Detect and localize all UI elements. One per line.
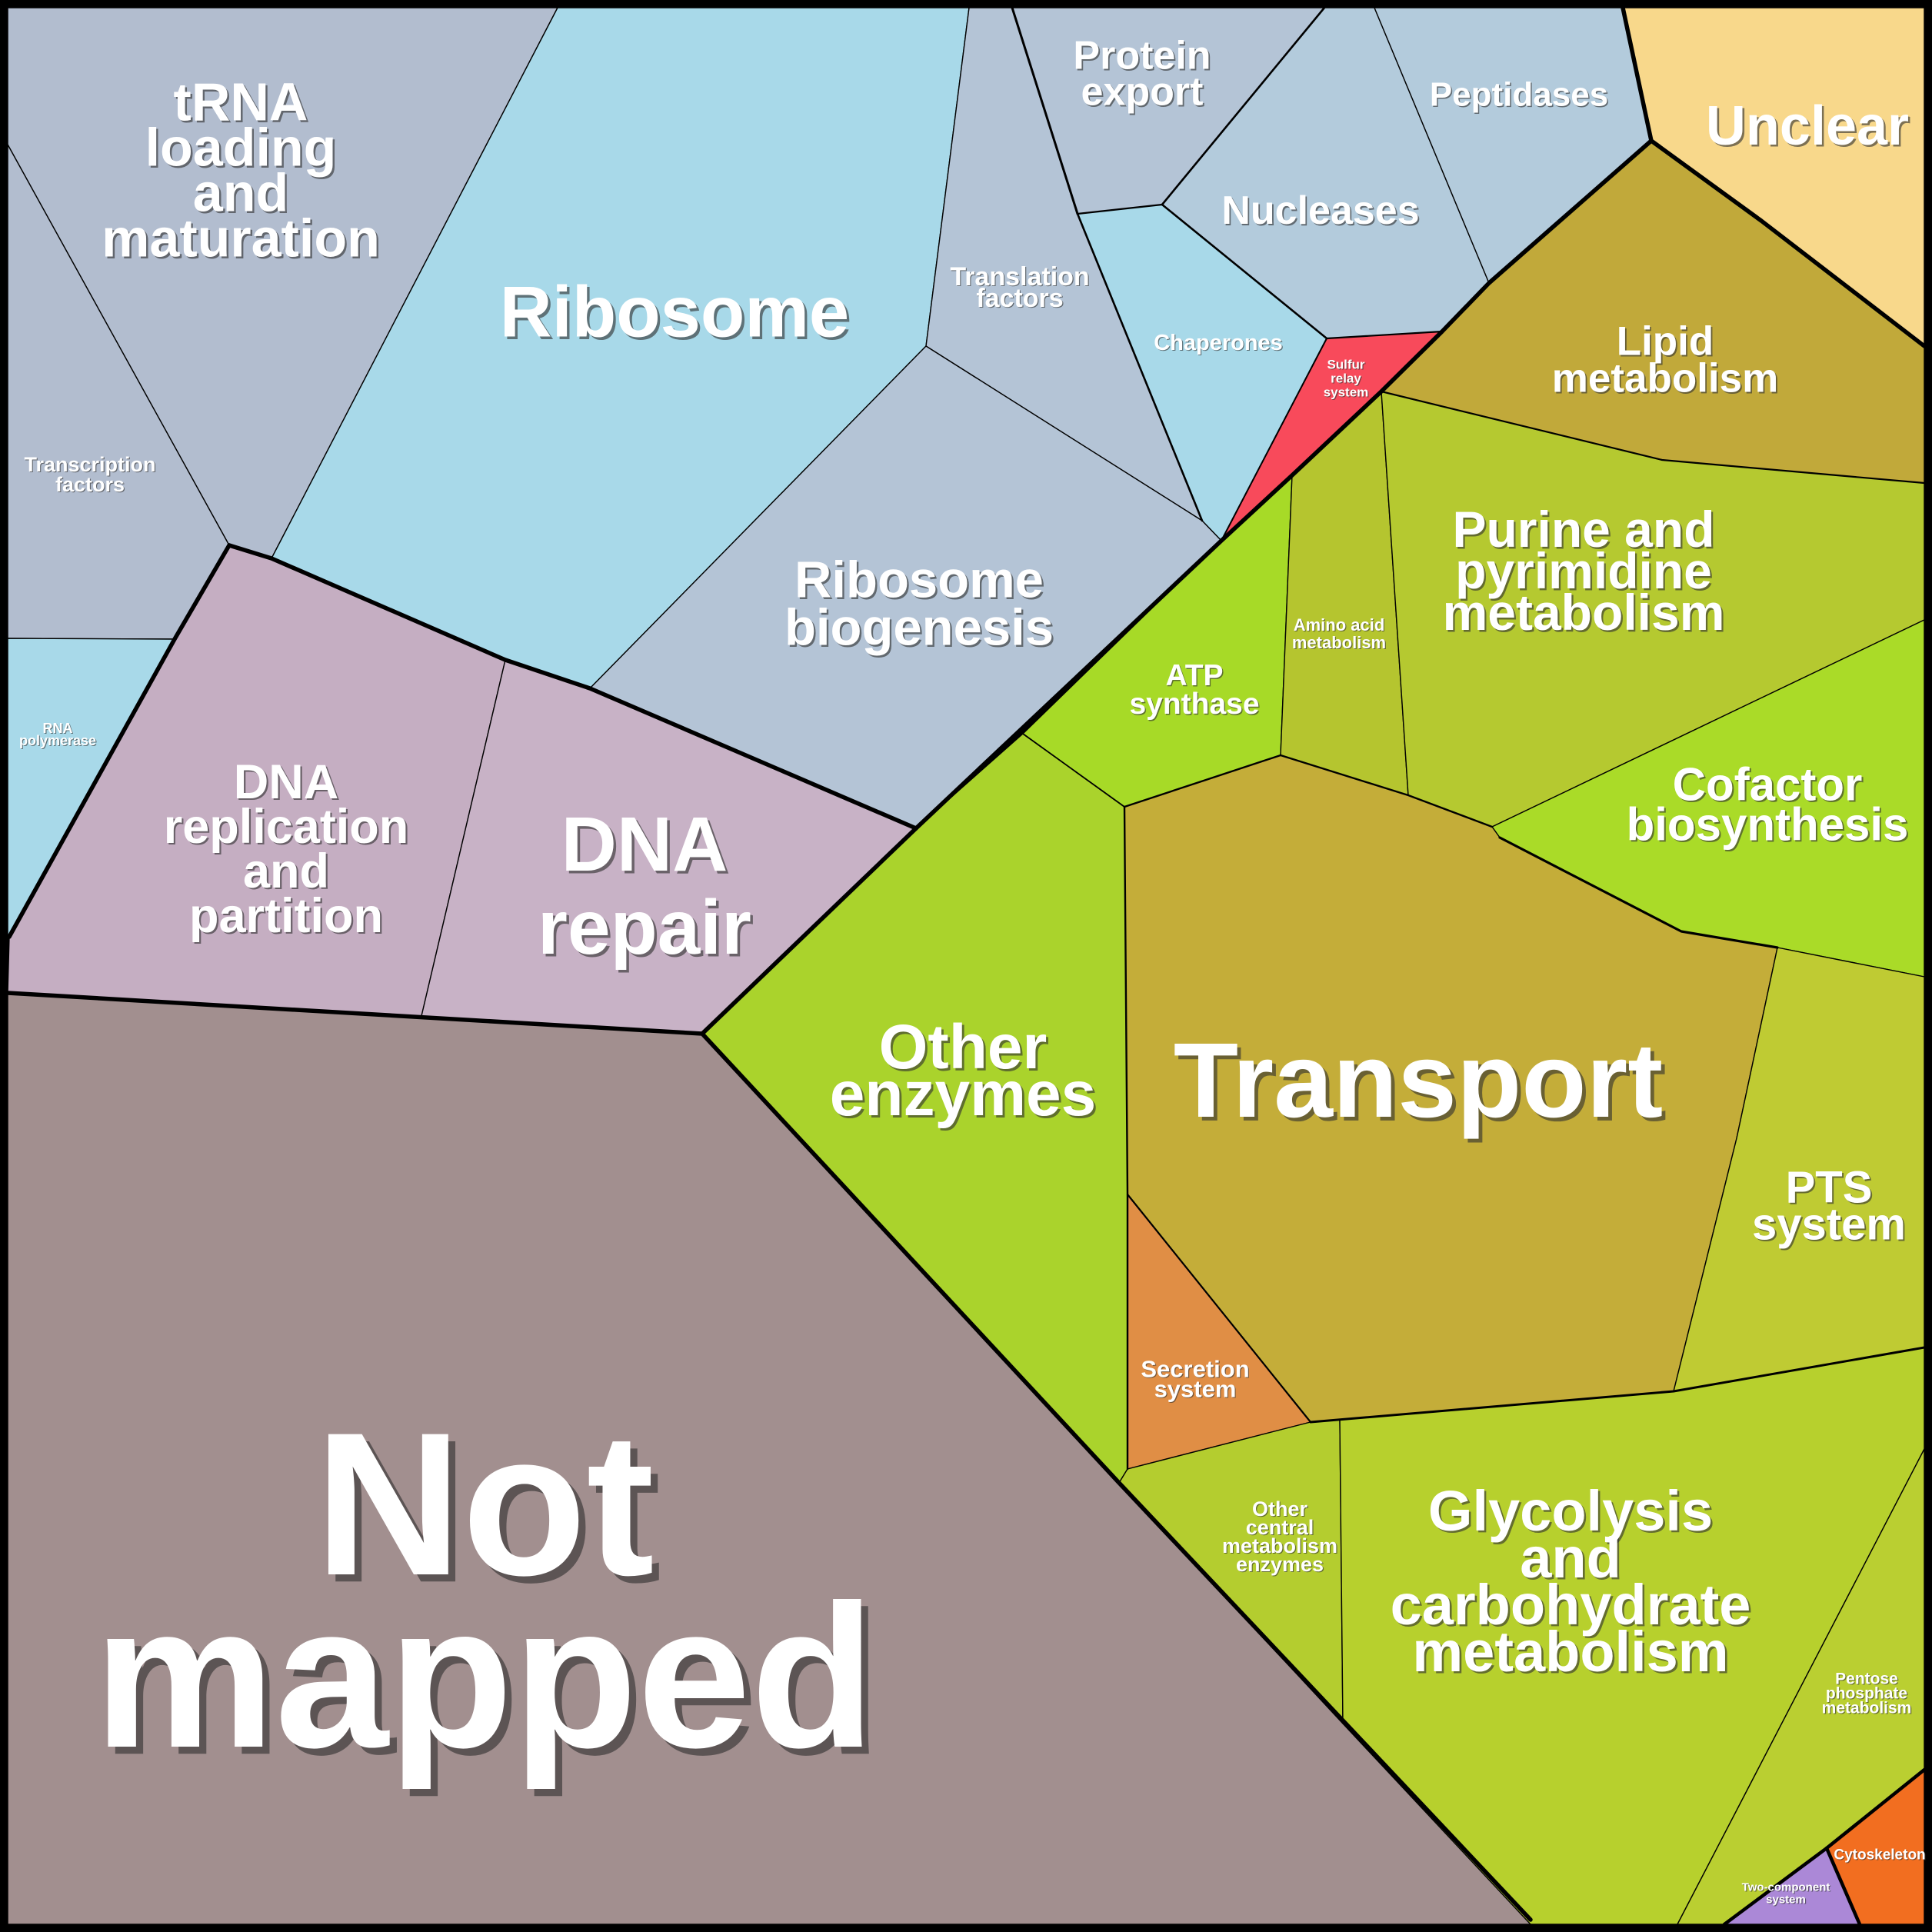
svg-text:Nucleases: Nucleases <box>1221 188 1419 233</box>
svg-text:Unclear: Unclear <box>1707 98 1910 159</box>
svg-text:Peptidases: Peptidases <box>1431 77 1609 115</box>
svg-text:Chaperones: Chaperones <box>1154 331 1284 356</box>
svg-text:Chaperones: Chaperones <box>1154 331 1283 355</box>
svg-text:Transport: Transport <box>1178 1025 1667 1144</box>
svg-text:Ribosome: Ribosome <box>502 274 851 355</box>
svg-text:Peptidases: Peptidases <box>1430 76 1608 114</box>
svg-text:Ribosome: Ribosome <box>500 271 849 352</box>
svg-text:Nucleases: Nucleases <box>1223 190 1421 235</box>
svg-text:Transport: Transport <box>1174 1021 1663 1140</box>
svg-text:Cytoskeleton: Cytoskeleton <box>1834 1847 1925 1864</box>
svg-text:Unclear: Unclear <box>1706 95 1909 157</box>
svg-text:Cytoskeleton: Cytoskeleton <box>1835 1848 1927 1864</box>
